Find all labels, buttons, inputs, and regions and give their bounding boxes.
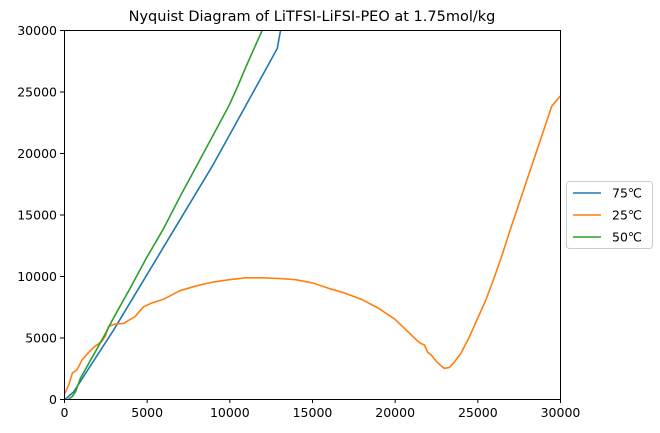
y-tick-label: 30000 xyxy=(17,23,57,38)
y-axis: 0 5000 10000 15000 20000 25000 30000 xyxy=(17,23,64,407)
legend-label-1: 25℃ xyxy=(612,208,642,223)
plot-frame xyxy=(64,30,561,400)
y-tick-label: 15000 xyxy=(17,208,57,223)
series-layer xyxy=(64,30,561,400)
series-line-2 xyxy=(68,30,264,400)
legend-box xyxy=(566,181,653,249)
x-tick-label: 30000 xyxy=(541,405,581,420)
x-tick-label: 20000 xyxy=(375,405,415,420)
x-tick-label: 10000 xyxy=(210,405,250,420)
y-tick-label: 20000 xyxy=(17,146,57,161)
legend: 75℃ 25℃ 50℃ xyxy=(566,181,653,249)
chart-title: Nyquist Diagram of LiTFSI-LiFSI-PEO at 1… xyxy=(129,9,496,25)
y-tick-label: 10000 xyxy=(17,269,57,284)
y-tick-label: 5000 xyxy=(25,331,57,346)
x-axis: 0 5000 10000 15000 20000 25000 30000 xyxy=(61,399,581,420)
legend-items: 75℃ 25℃ 50℃ xyxy=(573,186,642,245)
x-tick-label: 5000 xyxy=(131,405,163,420)
x-tick-label: 15000 xyxy=(293,405,333,420)
y-tick-label: 25000 xyxy=(17,85,57,100)
series-line-1 xyxy=(64,95,561,397)
x-tick-label: 25000 xyxy=(458,405,498,420)
legend-label-0: 75℃ xyxy=(612,186,642,201)
legend-label-2: 50℃ xyxy=(612,230,642,245)
x-tick-label: 0 xyxy=(61,405,69,420)
y-tick-label: 0 xyxy=(49,392,57,407)
